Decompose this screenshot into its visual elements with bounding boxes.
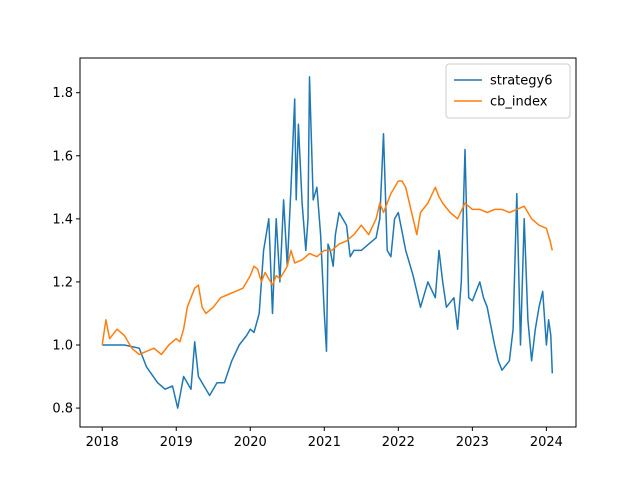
x-tick-label: 2018: [86, 435, 119, 450]
x-tick-label: 2020: [234, 435, 267, 450]
plot-area: [101, 76, 554, 409]
legend-box: [445, 63, 571, 119]
x-tick-label: 2022: [382, 435, 415, 450]
y-tick-label: 1.8: [52, 86, 73, 101]
x-tick-label: 2023: [456, 435, 489, 450]
legend-label-strategy6: strategy6: [490, 74, 553, 89]
series-line-cb_index: [101, 180, 554, 356]
x-tick-label: 2021: [308, 435, 341, 450]
legend-label-cb_index: cb_index: [490, 95, 548, 110]
axes-frame: [79, 57, 577, 428]
legend: strategy6 cb_index: [445, 63, 571, 119]
y-tick-label: 1.4: [52, 212, 73, 227]
y-tick-label: 1.2: [52, 275, 73, 290]
y-tick-label: 0.8: [52, 402, 73, 417]
y-axis: 0.8 1.0 1.2 1.4 1.6 1.8: [52, 86, 80, 417]
x-axis: 2018 2019 2020 2021 2022 2023 2024: [86, 427, 563, 450]
y-tick-label: 1.0: [52, 339, 73, 354]
series-line-strategy6: [102, 76, 554, 409]
x-tick-label: 2019: [160, 435, 193, 450]
x-tick-label: 2024: [530, 435, 563, 450]
y-tick-label: 1.6: [52, 149, 73, 164]
